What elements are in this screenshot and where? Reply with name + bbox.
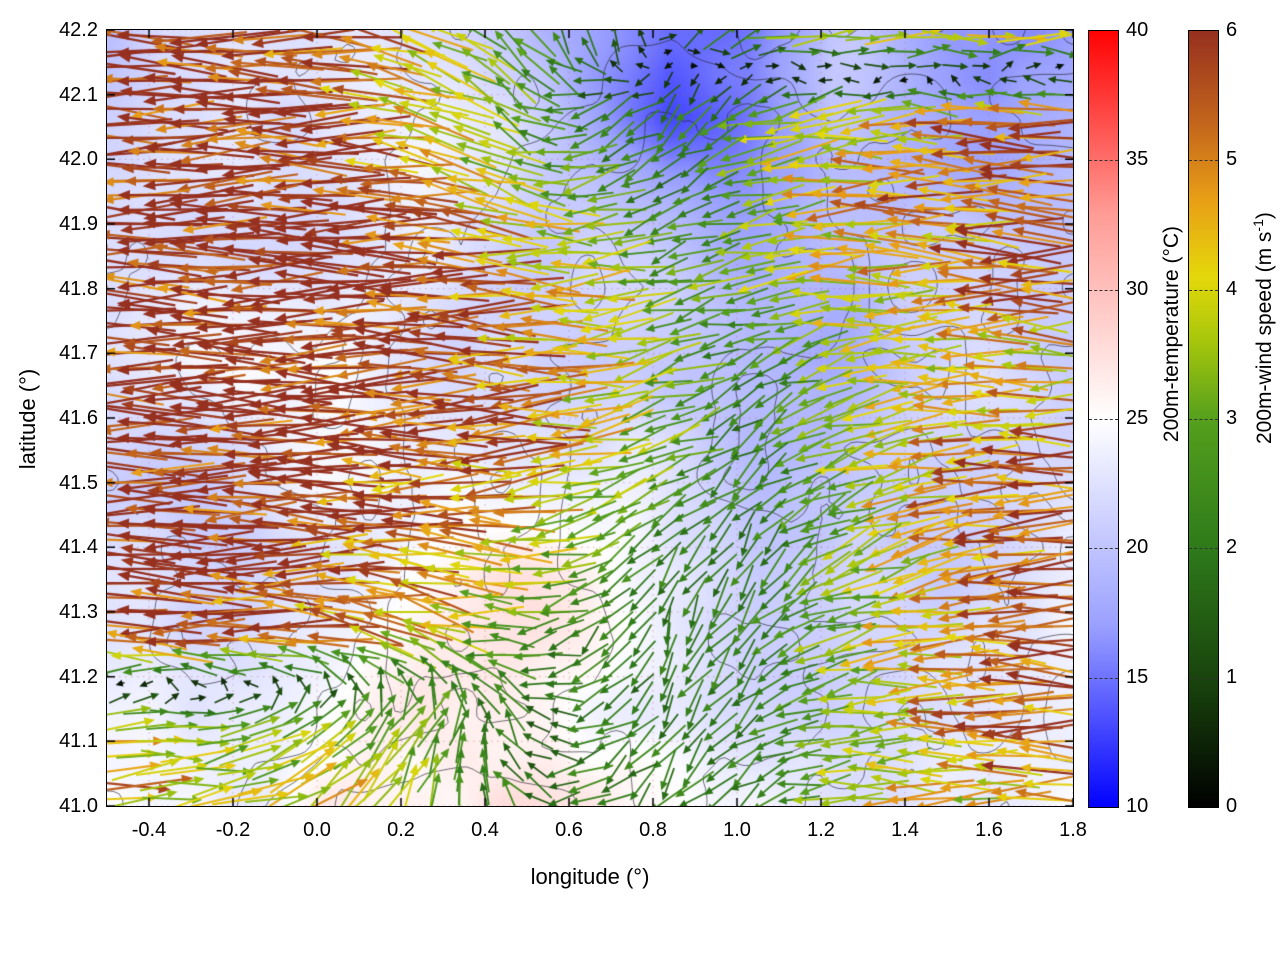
colorbar-grid-dash (1189, 548, 1218, 550)
x-axis-label: longitude (°) (530, 864, 650, 889)
colorbar-grid-dash (1089, 548, 1118, 550)
temperature-colorbar (1088, 30, 1119, 808)
colorbar-tick-label: 35 (1126, 148, 1149, 171)
colorbar-tick-label: 30 (1126, 277, 1149, 300)
x-tick-label: 1.4 (891, 819, 919, 841)
colorbar-tick-label: 25 (1126, 407, 1149, 429)
y-tick-label: 41.4 (59, 536, 98, 559)
colorbar-tick-label: 5 (1226, 148, 1238, 171)
colorbar-grid-dash (1189, 677, 1218, 679)
y-tick-label: 41.1 (59, 730, 98, 753)
wind-colorbar-label-superscript: -1 (1250, 219, 1266, 232)
y-tick-label: 41.7 (59, 342, 98, 365)
colorbar-tick-label: 0 (1226, 795, 1238, 817)
colorbar-grid-dash (1189, 289, 1218, 291)
x-tick-label: -0.4 (131, 819, 167, 841)
x-tick-label: 0.4 (471, 819, 499, 841)
colorbar-grid-dash (1089, 160, 1118, 162)
wind-colorbar (1188, 30, 1219, 808)
colorbar-tick-label: 40 (1126, 19, 1149, 41)
x-tick-label: 0.6 (555, 819, 583, 841)
y-tick-label: 42.0 (59, 148, 98, 171)
colorbar-tick-label: 6 (1226, 19, 1238, 41)
colorbar-tick-label: 15 (1126, 665, 1149, 688)
colorbar-grid-dash (1189, 160, 1218, 162)
colorbar-grid-dash (1189, 419, 1218, 420)
x-tick-label: 1.2 (807, 819, 835, 841)
map-canvas (106, 29, 1074, 807)
y-tick-label: 41.0 (59, 795, 98, 817)
temperature-colorbar-label: 200m-temperature (°C) (1160, 225, 1183, 443)
colorbar-tick-label: 10 (1126, 795, 1149, 817)
wind-colorbar-label: 200m-wind speed (m s-1) (1250, 212, 1276, 444)
colorbar-grid-dash (1089, 289, 1118, 291)
colorbar-grid-dash (1089, 419, 1118, 420)
colorbar-tick-label: 1 (1226, 665, 1238, 688)
y-tick-label: 41.5 (59, 471, 98, 494)
wind-colorbar-label-text: 200m-wind speed (m s (1253, 231, 1276, 444)
y-tick-label: 42.1 (59, 83, 98, 106)
x-tick-label: 1.6 (975, 819, 1003, 841)
y-axis-label: latitude (°) (15, 368, 40, 470)
colorbar-tick-label: 2 (1226, 536, 1238, 559)
x-tick-label: 1.8 (1059, 819, 1087, 841)
y-tick-label: 41.6 (59, 407, 98, 429)
x-tick-label: -0.2 (215, 819, 251, 841)
x-tick-label: 0.0 (303, 819, 331, 841)
y-tick-label: 41.8 (59, 277, 98, 300)
y-tick-label: 42.2 (59, 19, 98, 41)
x-tick-label: 0.2 (387, 819, 415, 841)
colorbar-tick-label: 20 (1126, 536, 1149, 559)
y-tick-label: 41.3 (59, 601, 98, 623)
x-tick-label: 0.8 (639, 819, 667, 841)
colorbar-grid-dash (1089, 677, 1118, 679)
x-tick-label: 1.0 (723, 819, 751, 841)
y-tick-label: 41.9 (59, 213, 98, 235)
colorbar-tick-label: 4 (1226, 277, 1238, 300)
y-tick-label: 41.2 (59, 665, 98, 688)
wind-colorbar-label-close: ) (1253, 212, 1276, 220)
colorbar-tick-label: 3 (1226, 407, 1238, 429)
